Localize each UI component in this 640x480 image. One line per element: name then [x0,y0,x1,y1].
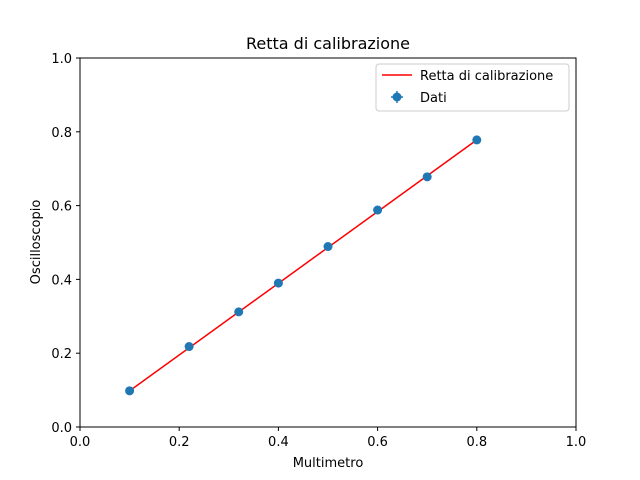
data-point [373,205,383,215]
data-point [125,386,135,396]
x-axis: 0.0 0.2 0.4 0.6 0.8 1.0 [70,427,587,450]
legend-label-points: Dati [420,91,447,106]
legend-label-line: Retta di calibrazione [420,69,553,84]
data-point [472,135,482,145]
y-tick-label: 0.2 [51,347,72,362]
plot-area [125,135,482,396]
x-tick-label: 1.0 [566,435,587,450]
legend-box [375,63,570,112]
axes-frame [79,57,577,428]
legend: Retta di calibrazione Dati [375,63,570,112]
y-tick-label: 1.0 [51,52,72,67]
y-tick-label: 0.6 [51,200,72,215]
y-tick-label: 0.8 [51,126,72,141]
data-point [184,342,194,352]
x-tick-label: 0.2 [169,435,190,450]
y-tick-label: 0.0 [51,421,72,436]
y-tick-label: 0.4 [51,273,72,288]
x-tick-label: 0.8 [466,435,487,450]
chart-title: Retta di calibrazione [246,34,410,53]
data-point [422,172,432,182]
y-axis: 0.0 0.2 0.4 0.6 0.8 1.0 [51,52,80,436]
x-tick-label: 0.0 [70,435,91,450]
y-axis-label: Oscilloscopio [29,200,44,285]
data-point [323,242,333,252]
x-tick-label: 0.6 [367,435,388,450]
data-point [234,307,244,317]
legend-marker-swatch [392,92,402,102]
x-axis-label: Multimetro [293,456,364,471]
x-tick-label: 0.4 [268,435,289,450]
data-point [273,278,283,288]
